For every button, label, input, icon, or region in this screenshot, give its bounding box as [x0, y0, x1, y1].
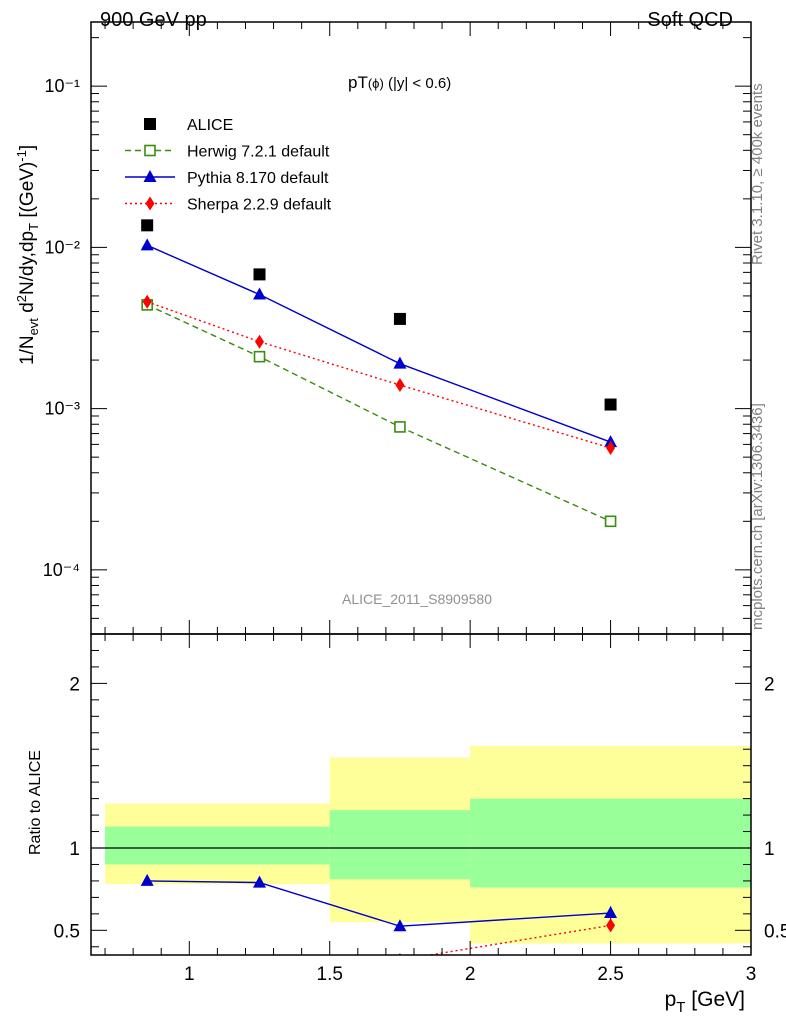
ratio-y-tick-label: 1 [69, 839, 80, 860]
legend: ALICE Herwig 7.2.1 default Pythia 8.170 de… [125, 117, 332, 214]
ratio-point [140, 873, 154, 886]
ratio-y-tick-label-right: 1 [764, 839, 775, 860]
legend-label: Herwig 7.2.1 default [187, 144, 330, 161]
uncertainty-band-green [329, 810, 471, 880]
data-point [604, 515, 617, 528]
legend-label: ALICE [187, 117, 233, 134]
y-tick-label: 10⁻³ [44, 399, 80, 419]
legend-label: Pythia 8.170 default [187, 170, 329, 187]
x-tick-label: 3 [746, 964, 757, 985]
source-label: mcplots.cern.ch [arXiv:1306.3436] [749, 403, 766, 630]
legend-marker [143, 170, 157, 182]
data-point [141, 219, 154, 232]
ratio-point [604, 906, 618, 919]
legend-label: Sherpa 2.2.9 default [187, 197, 332, 214]
ratio-series-line [147, 880, 611, 927]
y-tick-label: 10⁻² [44, 237, 80, 257]
data-point [253, 350, 266, 363]
watermark: ALICE_2011_S8909580 [342, 591, 492, 607]
data-point [255, 334, 265, 349]
data-point [393, 312, 406, 325]
x-tick-label: 1.5 [317, 964, 343, 985]
x-tick-label: 2.5 [597, 964, 623, 985]
series-line [146, 244, 611, 443]
legend-marker [145, 196, 155, 211]
data-point [140, 238, 154, 251]
uncertainty-band-green [470, 798, 751, 888]
ratio-panel [91, 745, 751, 944]
main-title: pT(ϕ) (|y| < 0.6) [348, 73, 451, 92]
ratio-y-tick-label: 2 [69, 674, 80, 695]
legend-marker [144, 144, 156, 157]
ratio-point [255, 968, 264, 982]
ratio-series-line [425, 924, 611, 955]
data-point [393, 356, 407, 369]
ratio-y-tick-label-right: 0.5 [764, 921, 786, 942]
ratio-ylabel: Ratio to ALICE [27, 750, 44, 855]
y-tick-label: 10⁻¹ [44, 76, 80, 96]
series-line [146, 304, 611, 522]
ratio-point [143, 973, 152, 987]
ratio-xlabel: pT [GeV] [665, 988, 745, 1016]
ratio-point [606, 918, 616, 933]
series-line [146, 301, 611, 449]
data-point [142, 294, 152, 309]
x-tick-label: 2 [465, 964, 476, 985]
data-point [606, 440, 616, 455]
header-right: Soft QCD [647, 9, 733, 31]
x-tick-label: 1 [184, 964, 195, 985]
main-ylabel: 1/Nevt d2N/dy,dpT [(GeV)-1] [14, 145, 41, 365]
data-point [394, 421, 406, 433]
uncertainty-band-green [105, 826, 330, 865]
data-point [253, 268, 266, 281]
data-point [604, 398, 617, 411]
legend-marker [144, 118, 156, 130]
ratio-y-tick-label-right: 2 [764, 674, 775, 695]
ratio-point [253, 875, 267, 888]
data-point [253, 287, 267, 300]
rivet-label: Rivet 3.1.10, ≥ 400k events [749, 83, 766, 265]
ratio-y-tick-label: 0.5 [54, 921, 80, 942]
header-left: 900 GeV pp [100, 9, 207, 31]
ratio-frame [90, 633, 752, 956]
ratio-point [393, 919, 407, 932]
data-point [395, 378, 405, 393]
main-frame [90, 21, 752, 635]
y-tick-label: 10⁻⁴ [43, 560, 80, 580]
